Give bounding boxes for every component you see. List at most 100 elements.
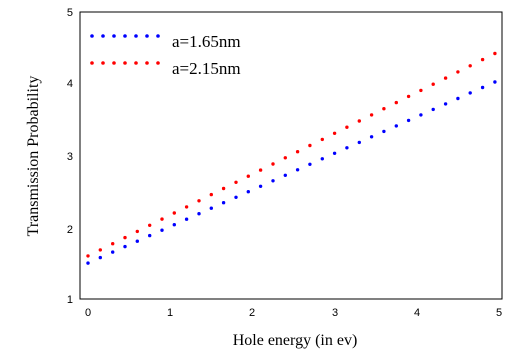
x-tick-label: 3 [332,307,338,319]
x-tick-label: 4 [414,307,420,319]
data-point [221,186,226,191]
data-point [308,162,312,166]
data-point [320,157,324,161]
data-point [419,88,423,93]
legend-marker-dot [101,34,105,38]
legend-marker-dot [112,34,116,38]
data-point [135,239,139,243]
data-point [86,254,90,258]
data-point [98,248,103,252]
data-point [357,140,361,145]
data-point [271,179,275,183]
data-point [456,96,460,101]
legend-label-series-1: a=1.65nm [172,32,241,51]
y-tick-label: 4 [67,78,73,90]
legend-marker-dot [145,61,149,65]
data-point [419,113,423,117]
data-point [160,217,164,221]
data-point [480,57,485,62]
y-tick-label: 1 [67,294,73,306]
x-tick-label: 5 [496,307,502,319]
series-layer [86,51,497,265]
y-tick-label: 2 [67,224,73,236]
data-point [295,150,300,154]
data-point [111,242,115,246]
data-point [480,85,485,90]
data-point [431,107,435,112]
data-point [123,244,127,249]
plot-frame [79,11,503,300]
data-point [234,180,238,184]
data-point [406,94,411,99]
legend-marker-dot [112,61,116,65]
data-point [197,199,201,203]
data-point [221,201,226,205]
legend-marker-dot [156,61,160,65]
data-point [258,168,263,172]
data-point [394,124,398,128]
data-point [148,223,152,227]
data-point [468,91,472,95]
data-point [332,151,337,155]
data-point [197,212,201,216]
x-tick-label: 1 [167,307,173,319]
data-point [111,250,115,254]
data-point [320,137,324,142]
data-point [493,80,497,84]
data-point [382,129,386,134]
data-point [493,51,497,56]
data-point [246,174,250,178]
data-point [357,119,361,123]
data-point [369,135,374,139]
x-axis-label: Hole energy (in ev) [233,332,358,349]
data-point [209,206,213,210]
legend-marker-series-2 [90,61,160,65]
data-point [295,168,300,172]
data-point [369,113,374,117]
data-point [283,173,287,177]
data-point [431,82,435,86]
data-point [172,223,176,227]
data-point [184,205,189,209]
data-point [443,102,448,106]
legend-marker-dot [156,34,160,38]
data-point [456,70,460,74]
data-point [184,217,189,221]
y-tick-label: 5 [67,7,73,19]
data-point [345,146,349,150]
data-point [332,131,337,135]
legend-label-series-2: a=2.15nm [172,59,241,78]
legend-marker-dot [90,34,94,38]
y-axis-label: Transmission Probability [25,76,42,237]
data-point [98,255,103,260]
legend-marker-dot [134,34,138,38]
data-point [394,100,398,105]
data-point [258,184,263,188]
data-point [443,76,448,80]
legend-marker-dot [101,61,105,65]
legend: a=1.65nm a=2.15nm [90,32,241,78]
legend-marker-series-1 [90,34,160,38]
legend-marker-dot [123,61,127,65]
data-point [86,261,90,265]
legend-marker-dot [134,61,138,65]
data-point [209,192,213,197]
data-point [135,229,139,234]
y-tick-label: 3 [67,151,73,163]
data-point [468,64,472,68]
data-point [283,156,287,160]
data-point [382,107,386,111]
legend-marker-dot [90,61,94,65]
x-tick-label: 0 [85,307,91,319]
data-point [160,228,164,232]
data-point [308,143,312,148]
data-point [148,233,152,238]
legend-marker-dot [123,34,127,38]
data-point [406,118,411,123]
data-point [172,211,176,215]
data-point [271,162,275,166]
series-1 [86,80,497,265]
series-2 [86,51,497,258]
x-tick-label: 2 [249,307,255,319]
